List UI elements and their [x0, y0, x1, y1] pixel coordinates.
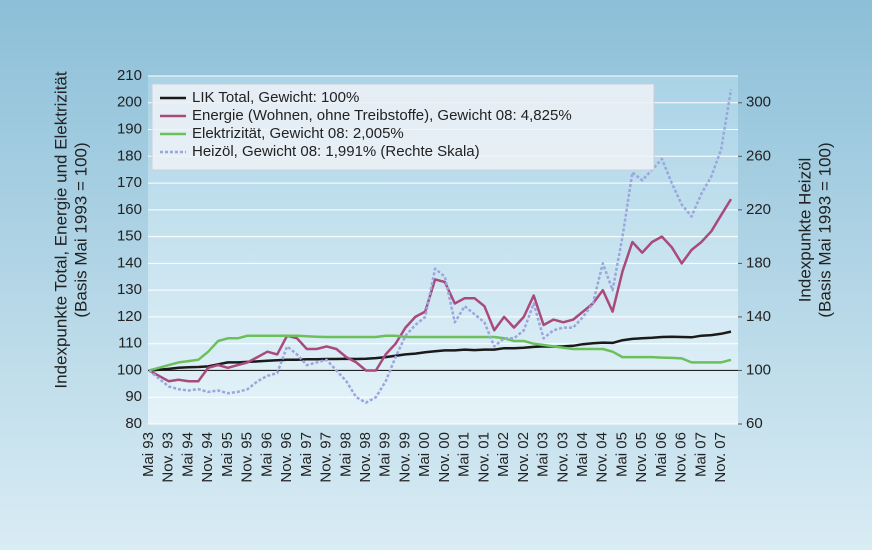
series-line [148, 334, 732, 372]
x-tick-label: Nov. 93 [160, 432, 177, 483]
x-tick-label: Mai 07 [692, 432, 709, 477]
legend-label: Elektrizität, Gewicht 08: 2,005% [192, 125, 404, 142]
y2-tick-label: 140 [746, 308, 771, 325]
y-tick-label: 120 [117, 308, 142, 325]
legend-box [151, 83, 655, 171]
y-tick-label: 110 [118, 335, 142, 352]
series-line [148, 198, 733, 383]
x-tick-label: Nov. 97 [318, 432, 335, 483]
x-tick-label: Mai 00 [416, 432, 433, 477]
y-axis-title: Indexpunkte Total, Energie und Elektrizi… [51, 71, 70, 388]
x-tick-label: Mai 95 [219, 432, 236, 477]
x-tick-label: Mai 99 [377, 432, 394, 477]
x-tick-label: Nov. 96 [278, 432, 295, 483]
x-tick-label: Nov. 00 [436, 432, 453, 483]
y-tick-label: 210 [117, 67, 142, 84]
x-tick-label: Nov. 04 [594, 432, 611, 483]
y-tick-label: 200 [117, 94, 142, 111]
x-tick-label: Mai 05 [613, 432, 630, 477]
y2-tick-label: 60 [746, 415, 763, 432]
y-tick-label: 80 [125, 415, 142, 432]
x-tick-label: Nov. 06 [673, 432, 690, 483]
x-tick-label: Mai 01 [456, 432, 473, 477]
y-tick-label: 180 [117, 147, 142, 164]
x-tick-label: Mai 06 [653, 432, 670, 477]
legend-label: Heizöl, Gewicht 08: 1,991% (Rechte Skala… [192, 143, 480, 160]
x-tick-label: Mai 94 [179, 432, 196, 477]
x-tick-label: Nov. 01 [475, 432, 492, 483]
y2-axis-title: (Basis Mai 1993 = 100) [815, 142, 834, 317]
x-tick-label: Nov. 94 [199, 432, 216, 483]
y-tick-label: 100 [117, 361, 142, 378]
y-tick-label: 90 [125, 388, 142, 405]
x-tick-label: Nov. 02 [515, 432, 532, 483]
y-tick-label: 150 [117, 228, 142, 245]
x-tick-label: Nov. 95 [239, 432, 256, 483]
x-tick-label: Nov. 99 [396, 432, 413, 483]
x-tick-label: Mai 98 [337, 432, 354, 477]
y2-tick-label: 220 [746, 201, 771, 218]
x-tick-label: Mai 02 [495, 432, 512, 477]
y-axis-title: (Basis Mai 1993 = 100) [71, 142, 90, 317]
series-line [148, 89, 733, 404]
y-tick-label: 170 [117, 174, 142, 191]
legend-label: LIK Total, Gewicht: 100% [192, 89, 359, 106]
x-tick-label: Nov. 05 [633, 432, 650, 483]
x-tick-label: Nov. 98 [357, 432, 374, 483]
x-tick-label: Mai 96 [258, 432, 275, 477]
y-tick-label: 190 [117, 121, 142, 138]
y2-tick-label: 300 [746, 94, 771, 111]
y-tick-label: 160 [117, 201, 142, 218]
y-tick-label: 140 [117, 254, 142, 271]
y2-axis-title: Indexpunkte Heizöl [795, 158, 814, 303]
x-tick-label: Nov. 07 [712, 432, 729, 483]
x-tick-label: Mai 97 [298, 432, 315, 477]
y2-tick-label: 260 [746, 147, 771, 164]
x-tick-label: Nov. 03 [554, 432, 571, 483]
x-tick-label: Mai 93 [140, 432, 157, 477]
legend-label: Energie (Wohnen, ohne Treibstoffe), Gewi… [192, 107, 572, 124]
x-tick-label: Mai 03 [535, 432, 552, 477]
y2-tick-label: 180 [746, 254, 771, 271]
y-tick-label: 130 [117, 281, 142, 298]
x-tick-label: Mai 04 [574, 432, 591, 477]
y2-tick-label: 100 [746, 361, 771, 378]
